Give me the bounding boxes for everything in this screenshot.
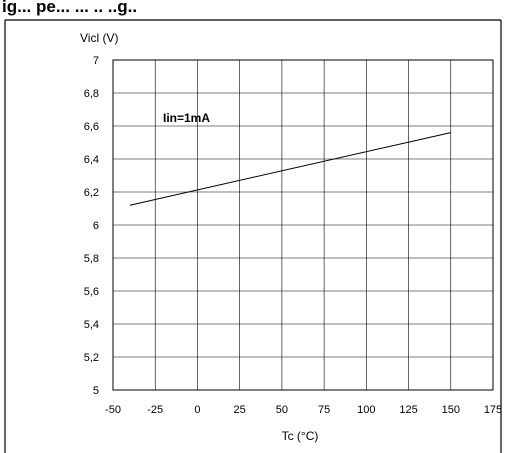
x-tick-label: 50 (276, 404, 288, 416)
x-tick-label: 0 (194, 404, 200, 416)
x-tick-label: 125 (399, 404, 417, 416)
y-tick-label: 6,8 (84, 88, 99, 100)
x-axis-title: Tc (°C) (282, 429, 319, 443)
x-tick-label: -25 (147, 404, 163, 416)
x-tick-label: 25 (234, 404, 246, 416)
x-tick-label: 150 (442, 404, 460, 416)
series-line (129, 132, 451, 206)
y-tick-label: 6,2 (84, 187, 99, 199)
x-tick-label: 175 (484, 404, 502, 416)
y-tick-label: 5,2 (84, 352, 99, 364)
y-tick-label: 5,8 (84, 253, 99, 265)
condition-annotation: Iin=1mA (163, 111, 210, 125)
page-heading-fragment: ig... pe... ... .. ..g.. (2, 0, 137, 16)
series-group (129, 132, 451, 206)
tick-labels: -50 -25 0 25 50 75 100 125 150 175 5 5,2 5,4 5,6 5,8 6 6… (84, 55, 502, 416)
y-tick-label: 5,6 (84, 286, 99, 298)
x-tick-label: -50 (105, 404, 121, 416)
y-tick-label: 6,4 (84, 154, 99, 166)
y-tick-label: 6 (93, 220, 99, 232)
grid-lines (112, 59, 494, 391)
y-tick-label: 6,6 (84, 121, 99, 133)
x-tick-label: 100 (357, 404, 375, 416)
y-tick-label: 5,4 (84, 319, 99, 331)
y-tick-label: 7 (93, 55, 99, 67)
x-tick-label: 75 (318, 404, 330, 416)
y-axis-title: Vicl (V) (80, 31, 118, 45)
plot-frame (112, 59, 494, 391)
y-tick-label: 5 (93, 385, 99, 397)
